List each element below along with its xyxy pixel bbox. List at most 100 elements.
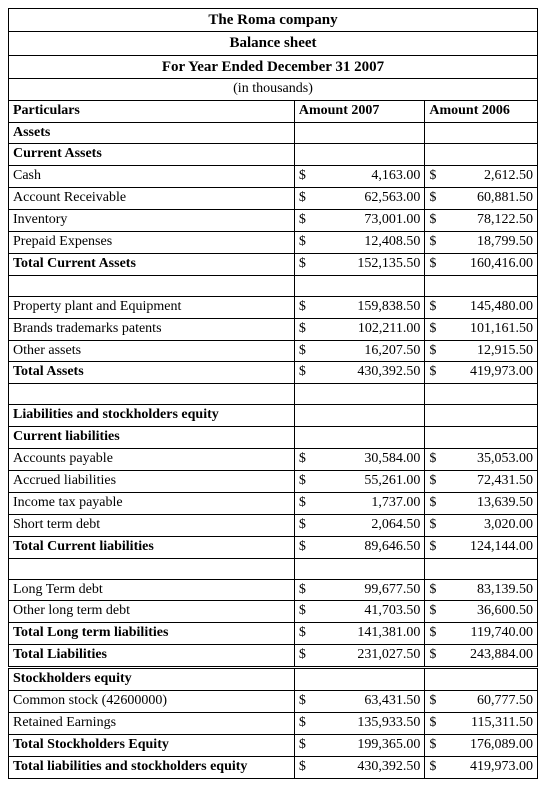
row-ar: Account Receivable $ 62,563.00 $ 60,881.… [9,188,538,210]
section-label: Assets [9,122,295,144]
amount-2006: 36,600.50 [450,601,538,623]
row-label: Long Term debt [9,579,295,601]
section-liab-eq: Liabilities and stockholders equity [9,405,538,427]
units: (in thousands) [9,78,538,100]
row-total-current-liab: Total Current liabilities $ 89,646.50 $ … [9,536,538,558]
row-label: Total liabilities and stockholders equit… [9,756,295,778]
amount-2006: 101,161.50 [450,318,538,340]
section-current-assets: Current Assets [9,144,538,166]
currency-symbol: $ [294,579,319,601]
row-label: Cash [9,166,295,188]
currency-symbol: $ [294,318,319,340]
section-label: Current liabilities [9,427,295,449]
currency-symbol: $ [425,362,450,384]
amount-2006: 72,431.50 [450,471,538,493]
amount-2007: 89,646.50 [319,536,425,558]
amount-2007: 135,933.50 [319,712,425,734]
row-label: Total Stockholders Equity [9,734,295,756]
currency-symbol: $ [425,210,450,232]
currency-symbol: $ [294,449,319,471]
currency-symbol: $ [425,231,450,253]
amount-2007: 199,365.00 [319,734,425,756]
currency-symbol: $ [294,645,319,668]
currency-symbol: $ [425,166,450,188]
amount-2007: 16,207.50 [319,340,425,362]
row-prepaid: Prepaid Expenses $ 12,408.50 $ 18,799.50 [9,231,538,253]
currency-symbol: $ [294,296,319,318]
amount-2006: 12,915.50 [450,340,538,362]
company-row: The Roma company [9,9,538,32]
amount-2006: 119,740.00 [450,623,538,645]
row-common-stock: Common stock (42600000) $ 63,431.50 $ 60… [9,691,538,713]
row-std: Short term debt $ 2,064.50 $ 3,020.00 [9,514,538,536]
currency-symbol: $ [294,471,319,493]
row-label: Total Liabilities [9,645,295,668]
currency-symbol: $ [425,691,450,713]
row-retained-earnings: Retained Earnings $ 135,933.50 $ 115,311… [9,712,538,734]
amount-2006: 60,777.50 [450,691,538,713]
amount-2007: 55,261.00 [319,471,425,493]
amount-2006: 18,799.50 [450,231,538,253]
amount-2007: 141,381.00 [319,623,425,645]
currency-symbol: $ [294,691,319,713]
currency-symbol: $ [425,623,450,645]
amount-2006: 419,973.00 [450,362,538,384]
amount-2007: 41,703.50 [319,601,425,623]
row-intangibles: Brands trademarks patents $ 102,211.00 $… [9,318,538,340]
currency-symbol: $ [425,536,450,558]
row-label: Accounts payable [9,449,295,471]
amount-2007: 430,392.50 [319,756,425,778]
units-row: (in thousands) [9,78,538,100]
row-label: Inventory [9,210,295,232]
amount-2007: 63,431.50 [319,691,425,713]
currency-symbol: $ [425,340,450,362]
amount-2007: 99,677.50 [319,579,425,601]
spacer-row [9,384,538,405]
col-particulars: Particulars [9,100,295,122]
amount-2006: 13,639.50 [450,492,538,514]
row-label: Retained Earnings [9,712,295,734]
currency-symbol: $ [294,253,319,275]
amount-2007: 430,392.50 [319,362,425,384]
row-oltd: Other long term debt $ 41,703.50 $ 36,60… [9,601,538,623]
amount-2007: 73,001.00 [319,210,425,232]
currency-symbol: $ [425,712,450,734]
row-ppe: Property plant and Equipment $ 159,838.5… [9,296,538,318]
balance-sheet-table: The Roma company Balance sheet For Year … [8,8,538,779]
row-inventory: Inventory $ 73,001.00 $ 78,122.50 [9,210,538,232]
section-assets: Assets [9,122,538,144]
currency-symbol: $ [425,492,450,514]
col-amount-2007: Amount 2007 [294,100,425,122]
currency-symbol: $ [425,601,450,623]
section-label: Liabilities and stockholders equity [9,405,295,427]
currency-symbol: $ [294,514,319,536]
row-label: Other assets [9,340,295,362]
currency-symbol: $ [294,210,319,232]
currency-symbol: $ [425,471,450,493]
column-header-row: Particulars Amount 2007 Amount 2006 [9,100,538,122]
amount-2006: 115,311.50 [450,712,538,734]
currency-symbol: $ [425,188,450,210]
amount-2006: 35,053.00 [450,449,538,471]
amount-2007: 12,408.50 [319,231,425,253]
currency-symbol: $ [294,188,319,210]
amount-2007: 152,135.50 [319,253,425,275]
row-label: Total Current Assets [9,253,295,275]
row-total-lt-liab: Total Long term liabilities $ 141,381.00… [9,623,538,645]
row-total-equity: Total Stockholders Equity $ 199,365.00 $… [9,734,538,756]
row-tax: Income tax payable $ 1,737.00 $ 13,639.5… [9,492,538,514]
period-row: For Year Ended December 31 2007 [9,55,538,78]
currency-symbol: $ [425,756,450,778]
section-current-liab: Current liabilities [9,427,538,449]
amount-2007: 102,211.00 [319,318,425,340]
currency-symbol: $ [425,514,450,536]
row-label: Short term debt [9,514,295,536]
section-stockholders-equity: Stockholders equity [9,668,538,691]
amount-2006: 78,122.50 [450,210,538,232]
amount-2007: 4,163.00 [319,166,425,188]
row-ltd: Long Term debt $ 99,677.50 $ 83,139.50 [9,579,538,601]
row-label: Total Current liabilities [9,536,295,558]
amount-2007: 2,064.50 [319,514,425,536]
row-label: Brands trademarks patents [9,318,295,340]
currency-symbol: $ [294,756,319,778]
